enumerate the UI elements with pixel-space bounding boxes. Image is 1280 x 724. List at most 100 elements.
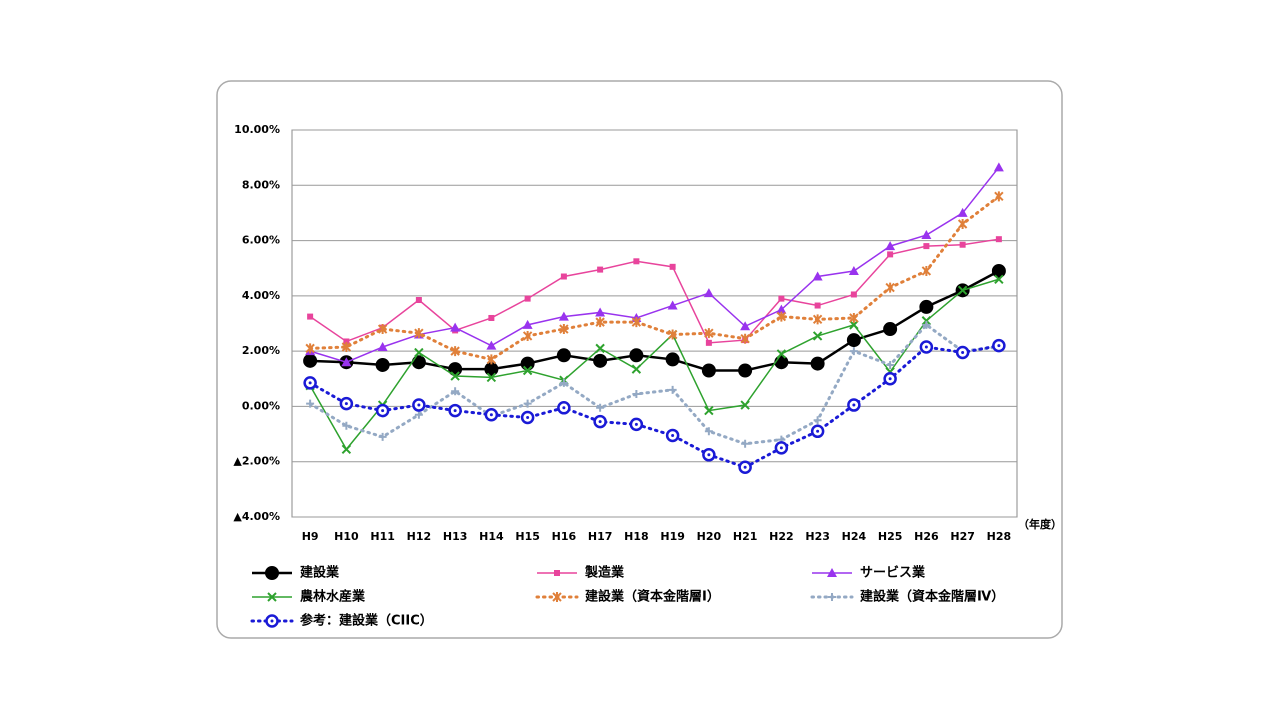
marker-part — [341, 341, 352, 352]
marker — [375, 357, 390, 372]
series-line — [309, 166, 1000, 363]
marker-part — [377, 341, 388, 351]
marker-part — [776, 349, 787, 359]
marker-part — [813, 416, 822, 425]
marker-part — [554, 570, 560, 576]
marker — [303, 376, 317, 390]
marker — [377, 341, 388, 351]
marker — [704, 427, 713, 436]
marker-part — [741, 439, 750, 448]
marker — [450, 346, 460, 357]
marker — [339, 396, 354, 411]
marker — [520, 356, 535, 371]
marker — [848, 265, 859, 275]
marker-part — [776, 311, 787, 322]
marker — [741, 439, 750, 448]
marker — [522, 319, 533, 329]
marker — [265, 614, 279, 628]
marker-part — [957, 218, 968, 229]
marker — [596, 403, 605, 412]
legend-item: 参考：建設業（CIIC） — [250, 613, 433, 629]
marker — [994, 274, 1004, 284]
marker — [849, 320, 859, 330]
marker-part — [667, 300, 678, 310]
marker — [814, 302, 821, 309]
marker — [414, 347, 424, 358]
marker-part — [704, 427, 713, 436]
legend-label: 製造業 — [584, 565, 625, 581]
marker — [740, 321, 751, 331]
legend-item: 建設業（資本金階層Ⅳ） — [810, 589, 1004, 605]
marker-part — [814, 302, 821, 309]
marker-part — [267, 592, 277, 602]
marker — [705, 339, 712, 346]
series-line — [308, 194, 1001, 362]
x-tick-label: H23 — [805, 530, 830, 543]
marker-part — [848, 265, 859, 275]
x-tick-label: H10 — [334, 530, 359, 543]
marker-part — [852, 403, 856, 407]
marker-part — [488, 314, 495, 321]
marker — [558, 311, 569, 321]
marker — [813, 416, 822, 425]
marker-part — [559, 324, 569, 335]
marker — [738, 363, 753, 378]
marker — [633, 258, 640, 265]
marker — [593, 414, 607, 429]
marker — [559, 324, 569, 335]
marker — [846, 333, 861, 348]
marker — [486, 340, 497, 350]
marker — [557, 401, 571, 415]
marker-part — [305, 343, 315, 354]
marker — [665, 428, 680, 443]
marker — [667, 329, 678, 340]
marker — [378, 432, 387, 441]
legend-label: 建設業（資本金階層Ⅳ） — [860, 589, 1004, 605]
marker-part — [486, 340, 497, 350]
marker — [883, 372, 897, 386]
marker-part — [417, 403, 421, 407]
marker-part — [921, 265, 932, 276]
marker-part — [705, 339, 712, 346]
marker-part — [991, 263, 1006, 278]
marker — [488, 314, 495, 321]
x-tick-label: H20 — [697, 530, 722, 543]
marker-part — [671, 433, 675, 437]
marker-part — [668, 385, 677, 394]
marker-part — [919, 299, 934, 314]
marker-part — [850, 291, 857, 298]
marker — [307, 313, 314, 320]
marker — [343, 338, 350, 345]
marker-part — [341, 444, 352, 454]
marker-part — [414, 347, 424, 358]
y-tick-label: ▲4.00% — [233, 510, 280, 523]
y-tick-label: 10.00% — [234, 123, 280, 136]
x-tick-label: H17 — [588, 530, 613, 543]
marker-part — [344, 402, 348, 406]
marker-part — [924, 345, 928, 349]
marker-part — [812, 314, 823, 325]
marker — [554, 570, 560, 576]
marker-part — [552, 592, 562, 602]
marker — [810, 424, 825, 439]
marker — [414, 410, 423, 419]
marker-part — [701, 363, 716, 378]
x-axis-label: （年度） — [1018, 517, 1062, 531]
marker — [484, 362, 499, 377]
series-line — [309, 238, 999, 344]
marker — [812, 331, 823, 341]
marker-part — [381, 409, 385, 413]
x-tick-label: H11 — [370, 530, 395, 543]
marker — [520, 410, 535, 425]
marker-part — [810, 356, 825, 371]
marker — [595, 307, 606, 317]
marker — [414, 328, 424, 339]
y-tick-label: 4.00% — [242, 289, 280, 302]
marker — [704, 328, 714, 339]
marker — [776, 304, 787, 314]
marker — [921, 230, 932, 240]
marker — [668, 385, 677, 394]
marker-part — [593, 353, 608, 368]
marker — [919, 340, 934, 354]
marker — [991, 263, 1006, 278]
